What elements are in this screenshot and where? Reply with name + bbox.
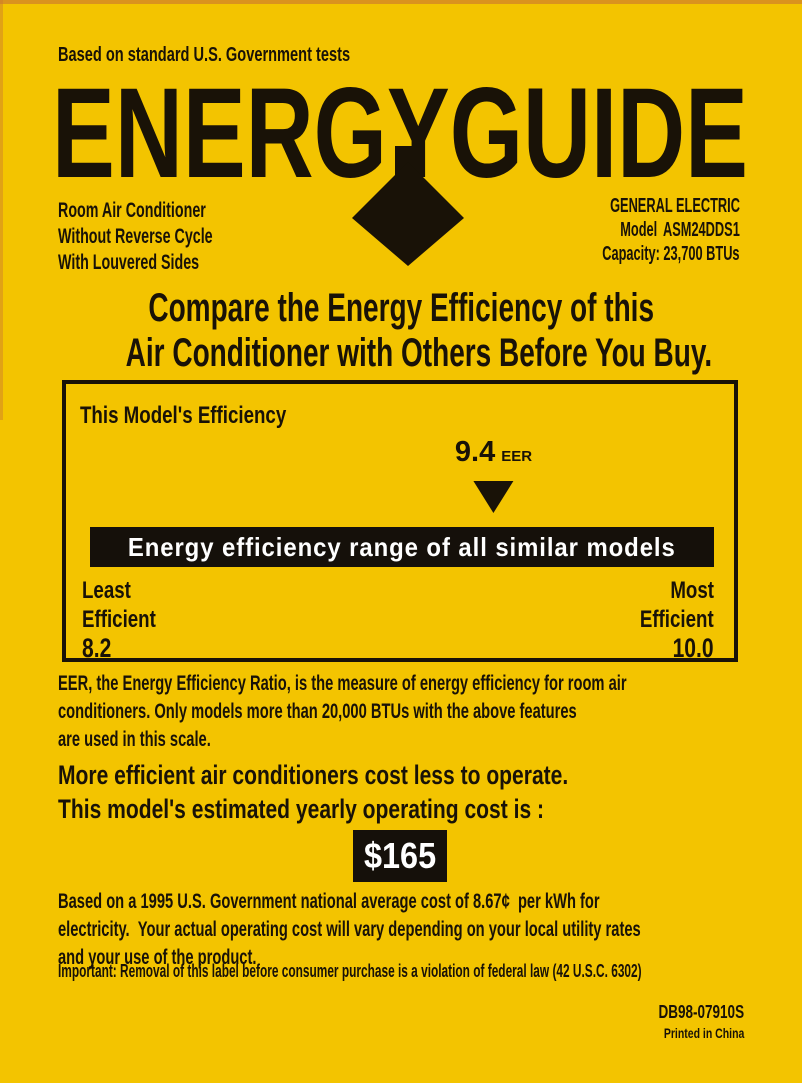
legal-notice-text: Important: Removal of this label before … [58, 961, 642, 981]
eer-note-line-3: are used in this scale. [58, 728, 211, 751]
eer-unit: EER [501, 448, 533, 465]
eer-note-line-2: conditioners. Only models more than 20,0… [58, 700, 577, 723]
least-efficient-block: Least Efficient 8.2 [82, 576, 177, 663]
down-triangle-icon [473, 481, 514, 513]
efficiency-range-bar: Energy efficiency range of all similar m… [90, 527, 714, 567]
yearly-cost-amount: $165 [363, 835, 437, 876]
cost-lead-line-2: This model's estimated yearly operating … [58, 794, 545, 824]
compare-headline: Compare the Energy Efficiency of this Ai… [0, 286, 802, 376]
most-line-1: Most [670, 577, 714, 604]
range-bar-label: Energy efficiency range of all similar m… [128, 532, 676, 562]
eer-value: 9.4 [454, 436, 496, 468]
most-line-2: Efficient [640, 606, 714, 633]
efficiency-box-title: This Model's Efficiency [80, 402, 287, 429]
legal-notice: Important: Removal of this label before … [58, 961, 802, 982]
eer-note-line-1: EER, the Energy Efficiency Ratio, is the… [58, 672, 627, 695]
yearly-cost-badge: $165 [353, 830, 447, 882]
footer-block: DB98-07910S Printed in China [630, 1002, 744, 1044]
part-number: DB98-07910S [658, 1002, 744, 1022]
capacity-value: 23,700 BTUs [663, 243, 740, 265]
printed-in: Printed in China [663, 1025, 744, 1041]
efficiency-box: This Model's Efficiency 9.4 EER Energy ef… [62, 380, 738, 663]
cost-note-line-1: Based on a 1995 U.S. Government national… [58, 890, 600, 913]
eer-explanation: EER, the Energy Efficiency Ratio, is the… [58, 670, 802, 754]
capacity-label: Capacity: [602, 243, 661, 265]
operating-cost-lead: More efficient air conditioners cost les… [58, 758, 712, 826]
cost-note-line-2: electricity. Your actual operating cost … [58, 918, 641, 941]
least-line-2: Efficient [82, 606, 156, 633]
capacity-line: Capacity: 23,700 BTUs [603, 242, 740, 266]
test-note-text: Based on standard U.S. Government tests [58, 44, 351, 66]
label-bottom-edge [0, 1083, 802, 1088]
cost-note-line-3: and your use of the product. [58, 946, 257, 969]
manufacturer-info: GENERAL ELECTRIC Model ASM24DDS1 Capacity… [525, 194, 740, 266]
product-line-2: Without Reverse Cycle [58, 225, 213, 248]
product-line-3: With Louvered Sides [58, 251, 200, 274]
test-note: Based on standard U.S. Government tests [58, 44, 458, 67]
product-description: Room Air Conditioner Without Reverse Cyc… [58, 198, 285, 276]
label-left-edge [0, 0, 3, 420]
label-top-edge [0, 0, 802, 4]
least-line-1: Least [82, 577, 131, 604]
headline-line-1: Compare the Energy Efficiency of this [148, 286, 654, 330]
cost-lead-line-1: More efficient air conditioners cost les… [58, 760, 569, 790]
down-arrow-icon [350, 146, 466, 268]
scale-max-value: 10.0 [673, 633, 714, 663]
brand-name: GENERAL ELECTRIC [610, 195, 740, 217]
cost-basis-note: Based on a 1995 U.S. Government national… [58, 888, 802, 972]
eer-marker-value: 9.4 EER [455, 436, 532, 473]
model-value: ASM24DDS1 [663, 219, 740, 241]
most-efficient-block: Most Efficient 10.0 [619, 576, 714, 663]
eer-marker: 9.4 EER [455, 436, 532, 513]
scale-min-value: 8.2 [82, 633, 112, 663]
product-line-1: Room Air Conditioner [58, 199, 206, 222]
model-line: Model ASM24DDS1 [620, 218, 740, 242]
headline-line-2: Air Conditioner with Others Before You B… [125, 331, 713, 375]
model-label: Model [620, 219, 658, 241]
